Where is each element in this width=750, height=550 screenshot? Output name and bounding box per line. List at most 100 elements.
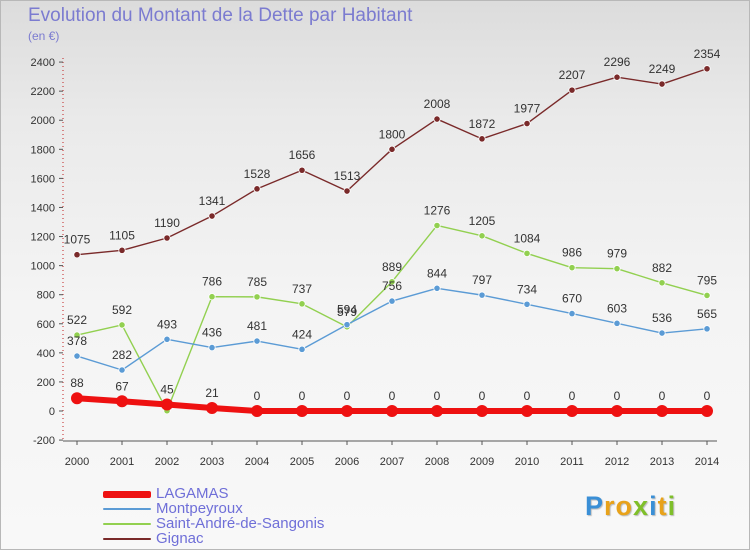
data-label: 579 <box>337 305 357 319</box>
data-label: 795 <box>697 273 717 287</box>
data-point <box>118 366 126 374</box>
x-tick-label: 2006 <box>335 456 359 468</box>
data-label: 2207 <box>559 68 586 82</box>
data-point <box>613 265 621 273</box>
x-tick-label: 2002 <box>155 456 179 468</box>
data-point <box>118 246 126 254</box>
y-tick-label: 2200 <box>31 86 55 98</box>
data-label: 734 <box>517 282 537 296</box>
data-point <box>523 119 531 128</box>
data-label: 481 <box>247 319 267 333</box>
data-point <box>298 166 306 174</box>
y-tick-label: 0 <box>49 406 55 418</box>
data-label: 1977 <box>514 102 541 116</box>
data-point <box>523 249 531 258</box>
data-point <box>341 405 353 417</box>
x-tick-label: 2003 <box>200 456 224 468</box>
data-point <box>701 405 713 417</box>
data-label: 1872 <box>469 117 496 131</box>
data-point <box>253 185 261 193</box>
data-label: 424 <box>292 327 312 341</box>
data-point <box>208 293 216 301</box>
y-tick-label: 1200 <box>31 232 55 244</box>
data-point <box>613 73 621 81</box>
data-point <box>478 291 486 299</box>
data-point <box>613 319 621 327</box>
logo-letter: r <box>604 491 616 521</box>
legend-label: Saint-André-de-Sangonis <box>156 515 325 532</box>
data-point <box>73 331 81 339</box>
data-point <box>386 405 398 417</box>
x-tick-label: 2012 <box>605 456 629 468</box>
legend-swatch <box>103 538 151 540</box>
legend-swatch <box>103 523 151 525</box>
data-label: 0 <box>659 389 666 403</box>
legend-swatch <box>103 508 151 510</box>
data-label: 0 <box>389 389 396 403</box>
data-label: 0 <box>479 389 486 403</box>
data-label: 1528 <box>244 167 271 181</box>
data-point <box>208 212 216 220</box>
data-point <box>116 395 128 408</box>
x-tick-label: 2007 <box>380 456 404 468</box>
data-label: 493 <box>157 317 177 331</box>
proxiti-logo: Proxiti <box>585 491 676 522</box>
data-point <box>431 405 443 417</box>
data-point <box>703 65 711 73</box>
data-label: 737 <box>292 282 312 296</box>
data-point <box>703 325 711 333</box>
y-tick-label: 200 <box>37 377 55 389</box>
data-label: 2354 <box>694 47 721 61</box>
data-label: 0 <box>614 389 621 403</box>
data-point <box>163 234 171 242</box>
data-point <box>523 300 531 308</box>
data-label: 2296 <box>604 55 631 69</box>
data-label: 592 <box>112 303 132 317</box>
data-label: 756 <box>382 279 402 293</box>
x-tick-label: 2011 <box>560 456 584 468</box>
data-label: 882 <box>652 261 672 275</box>
data-label: 889 <box>382 260 402 274</box>
x-tick-label: 2001 <box>110 456 134 468</box>
y-tick-label: 400 <box>37 348 55 360</box>
data-label: 1190 <box>154 216 180 230</box>
data-point <box>253 337 261 345</box>
data-point <box>568 309 576 318</box>
data-point <box>298 300 306 308</box>
y-tick-label: -200 <box>33 435 55 447</box>
data-point <box>703 291 711 300</box>
y-tick-label: 2000 <box>31 115 55 127</box>
data-label: 979 <box>607 247 627 261</box>
x-tick-label: 2009 <box>470 456 494 468</box>
data-label: 0 <box>254 389 261 403</box>
data-label: 1276 <box>424 203 451 217</box>
y-tick-label: 800 <box>37 290 55 302</box>
logo-letter: x <box>633 491 650 521</box>
data-point <box>343 321 351 329</box>
data-label: 0 <box>524 389 531 403</box>
x-tick-label: 2010 <box>515 456 539 468</box>
data-label: 378 <box>67 334 87 348</box>
data-point <box>388 297 396 305</box>
data-label: 0 <box>569 389 576 403</box>
data-point <box>658 279 666 287</box>
x-tick-label: 2004 <box>245 456 269 468</box>
data-point <box>658 80 666 88</box>
data-label: 2008 <box>424 97 451 111</box>
data-label: 1084 <box>514 231 541 245</box>
data-point <box>521 405 533 417</box>
x-tick-label: 2008 <box>425 456 449 468</box>
data-point <box>388 278 396 286</box>
y-tick-label: 1800 <box>31 144 55 156</box>
data-point <box>208 344 216 352</box>
y-tick-label: 1400 <box>31 202 55 214</box>
data-point <box>478 232 486 240</box>
data-point <box>161 398 173 411</box>
data-label: 21 <box>205 386 219 400</box>
data-label: 1105 <box>109 228 135 242</box>
data-point <box>433 221 441 230</box>
data-point <box>163 335 171 343</box>
data-label: 0 <box>704 389 711 403</box>
